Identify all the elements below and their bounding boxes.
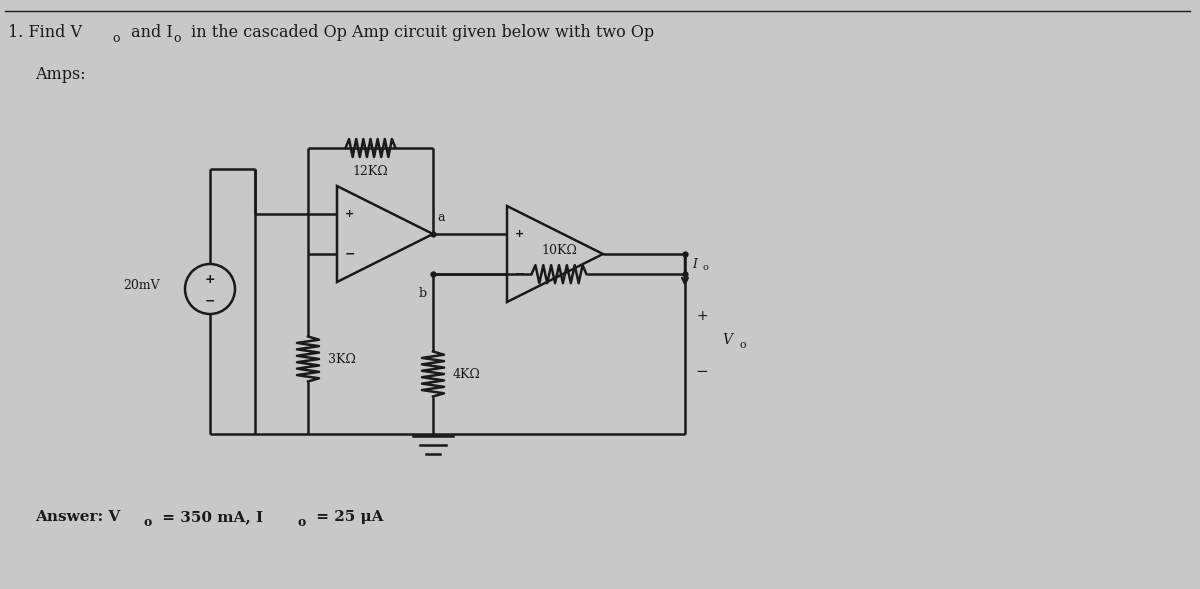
Text: = 25 μA: = 25 μA xyxy=(311,510,384,524)
Text: +: + xyxy=(346,209,355,219)
Text: o: o xyxy=(173,32,180,45)
Text: a: a xyxy=(437,211,444,224)
Text: +: + xyxy=(515,229,524,239)
Text: and I: and I xyxy=(126,24,173,41)
Text: Answer: V: Answer: V xyxy=(35,510,120,524)
Text: −: − xyxy=(205,294,215,307)
Text: o: o xyxy=(112,32,120,45)
Text: V: V xyxy=(722,333,732,347)
Text: +: + xyxy=(696,309,708,323)
Text: = 350 mA, I: = 350 mA, I xyxy=(157,510,263,524)
Text: 1. Find V: 1. Find V xyxy=(8,24,82,41)
Text: I: I xyxy=(692,258,697,271)
Text: o: o xyxy=(740,340,746,350)
Text: −: − xyxy=(696,365,708,379)
Text: 12KΩ: 12KΩ xyxy=(353,165,389,178)
Text: +: + xyxy=(205,273,215,286)
Text: −: − xyxy=(515,267,526,281)
Text: o: o xyxy=(143,517,151,530)
Text: o: o xyxy=(703,263,709,272)
Text: in the cascaded Op Amp circuit given below with two Op: in the cascaded Op Amp circuit given bel… xyxy=(186,24,654,41)
Text: −: − xyxy=(344,247,355,261)
Text: 20mV: 20mV xyxy=(124,279,160,292)
Text: 10KΩ: 10KΩ xyxy=(541,244,577,257)
Text: 3KΩ: 3KΩ xyxy=(328,352,356,366)
Text: o: o xyxy=(298,517,305,530)
Text: b: b xyxy=(419,287,427,300)
Text: Amps:: Amps: xyxy=(35,66,85,83)
Text: 4KΩ: 4KΩ xyxy=(454,368,481,380)
